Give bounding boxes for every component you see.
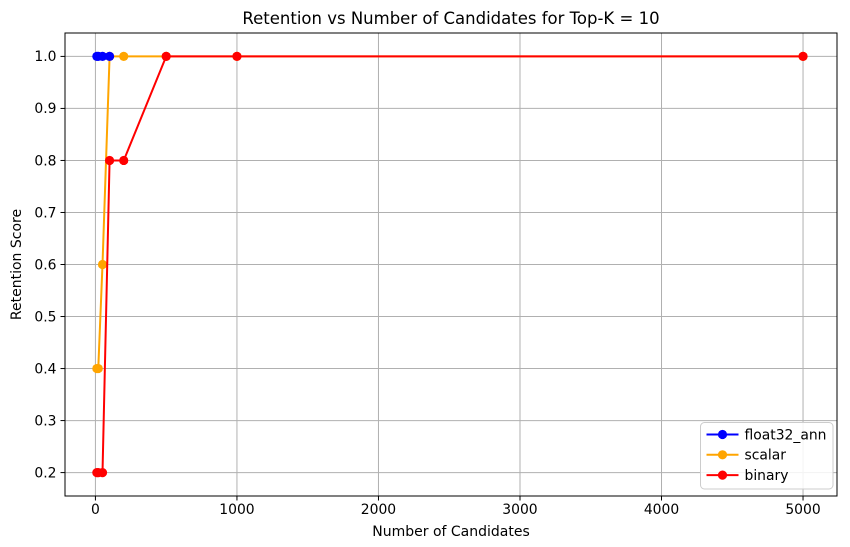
y-tick-label: 1.0 xyxy=(34,49,56,65)
legend-entry-scalar: scalar xyxy=(706,448,787,464)
legend-entry-binary: binary xyxy=(706,468,789,484)
legend-marker-binary xyxy=(717,470,728,480)
x-axis-label: Number of Candidates xyxy=(372,524,530,540)
legend-entry-float32_ann: float32_ann xyxy=(706,427,827,443)
data-point-binary xyxy=(798,51,808,62)
x-tick-label: 0 xyxy=(91,502,100,518)
y-tick-label: 0.6 xyxy=(34,257,56,273)
y-tick-label: 0.9 xyxy=(34,101,56,117)
legend-marker-float32_ann xyxy=(717,429,728,440)
data-point-scalar xyxy=(93,363,103,374)
x-tick-label: 5000 xyxy=(785,502,820,518)
data-point-scalar xyxy=(97,259,108,270)
legend-marker-scalar xyxy=(717,450,728,460)
data-point-float32_ann xyxy=(104,51,115,62)
x-tick-label: 3000 xyxy=(502,502,537,518)
x-tick-label: 4000 xyxy=(644,502,679,518)
legend-label-scalar: scalar xyxy=(745,448,787,464)
data-point-binary xyxy=(161,51,171,62)
y-tick-label: 0.3 xyxy=(34,413,56,429)
y-tick-label: 0.2 xyxy=(34,465,56,481)
series-binary xyxy=(92,51,808,478)
tick-labels: 0 1000 2000 3000 4000 5000 0.2 0.3 0.4 0.5 0.6 0.7 0… xyxy=(34,49,820,518)
legend-label-float32_ann: float32_ann xyxy=(745,427,827,443)
x-tick-label: 2000 xyxy=(361,502,396,518)
tick-marks xyxy=(60,55,804,501)
data-point-binary xyxy=(104,155,115,166)
chart-title: Retention vs Number of Candidates for To… xyxy=(242,9,659,28)
x-tick-label: 1000 xyxy=(219,502,254,518)
y-tick-label: 0.4 xyxy=(34,361,56,377)
data-point-float32_ann xyxy=(97,51,108,62)
y-axis-label: Retention Score xyxy=(9,209,25,320)
y-tick-label: 0.7 xyxy=(34,205,56,221)
series-layer xyxy=(92,51,808,478)
data-point-binary xyxy=(232,51,242,62)
y-tick-label: 0.5 xyxy=(34,309,56,325)
data-point-binary xyxy=(97,467,108,478)
legend-box xyxy=(700,422,834,490)
legend-label-binary: binary xyxy=(745,468,789,484)
gridlines xyxy=(65,33,837,496)
series-float32_ann xyxy=(92,51,115,62)
data-point-binary xyxy=(119,155,129,166)
data-point-scalar xyxy=(119,51,129,62)
y-tick-label: 0.8 xyxy=(34,153,56,169)
